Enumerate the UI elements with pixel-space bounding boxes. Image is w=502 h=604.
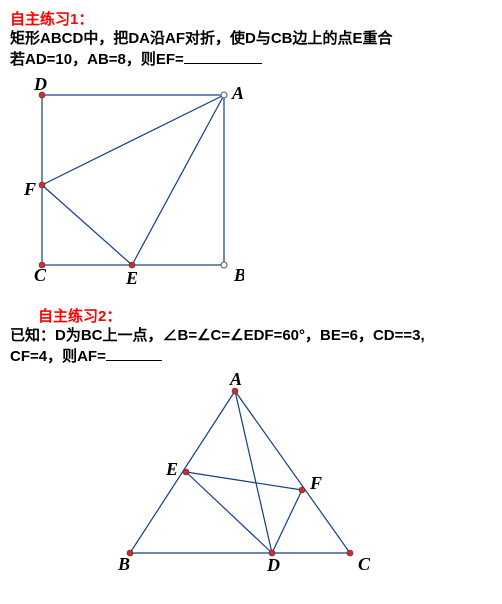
ex1-svg: D A C B F E <box>14 77 244 287</box>
ex1-heading: 自主练习1： <box>10 8 492 29</box>
seg-AE <box>132 95 224 265</box>
ex2-line1: 已知：D为BC上一点，∠B=∠C=∠EDF=60°，BE=6，CD==3, <box>10 327 425 344</box>
ex1-blank <box>184 49 262 64</box>
ex1-heading-text: 自主练习1： <box>10 11 93 28</box>
pt-B <box>221 262 227 268</box>
seg-EF <box>186 472 302 490</box>
lbl-D: D <box>33 77 47 94</box>
seg-AD <box>235 391 272 553</box>
seg-DF <box>272 490 302 553</box>
lbl-F: F <box>23 179 36 199</box>
ex1-line2: 若AD=10，AB=8，则EF= <box>10 51 184 68</box>
lbl2-F: F <box>309 473 322 493</box>
lbl2-B: B <box>117 554 130 574</box>
ex2-line2: CF=4，则AF= <box>10 348 106 365</box>
rect-ABCD <box>42 95 224 265</box>
ex1-line1: 矩形ABCD中，把DA沿AF对折，使D与CB边上的点E重合 <box>10 30 393 47</box>
pt2-F <box>299 487 305 493</box>
pt2-E <box>183 469 189 475</box>
lbl2-E: E <box>165 459 178 479</box>
ex2-heading: 自主练习2： <box>38 305 492 326</box>
seg-AF <box>42 95 224 185</box>
lbl2-D: D <box>266 555 280 575</box>
lbl-B: B <box>233 265 244 285</box>
lbl2-A: A <box>229 373 242 389</box>
lbl-E: E <box>125 268 138 287</box>
pt2-C <box>347 550 353 556</box>
lbl-C: C <box>34 265 47 285</box>
ex2-heading-text: 自主练习2： <box>38 308 121 325</box>
seg-ED <box>186 472 272 553</box>
ex1-figure: D A C B F E <box>14 77 492 291</box>
lbl-A: A <box>231 83 244 103</box>
ex2-svg: A B C D E F <box>70 373 390 578</box>
ex2-figure: A B C D E F <box>70 373 492 582</box>
ex2-blank <box>106 346 162 361</box>
lbl2-C: C <box>358 554 371 574</box>
ex1-text: 矩形ABCD中，把DA沿AF对折，使D与CB边上的点E重合 若AD=10，AB=… <box>10 29 492 71</box>
pt-F <box>39 182 45 188</box>
seg-FE <box>42 185 132 265</box>
ex2-text: 已知：D为BC上一点，∠B=∠C=∠EDF=60°，BE=6，CD==3, CF… <box>10 326 492 368</box>
pt-A <box>221 92 227 98</box>
